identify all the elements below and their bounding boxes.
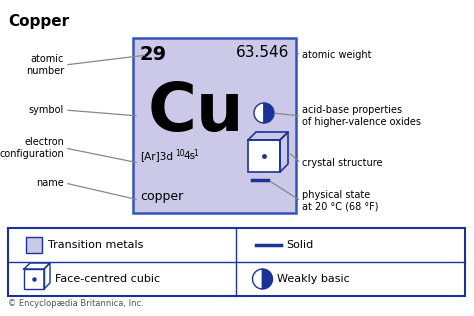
Wedge shape bbox=[263, 269, 273, 289]
Text: name: name bbox=[36, 178, 64, 188]
Text: Weakly basic: Weakly basic bbox=[277, 274, 350, 284]
Text: 29: 29 bbox=[140, 45, 167, 64]
Bar bbox=[248, 140, 280, 172]
Text: physical state
at 20 °C (68 °F): physical state at 20 °C (68 °F) bbox=[302, 190, 379, 212]
Text: atomic
number: atomic number bbox=[26, 54, 64, 76]
Wedge shape bbox=[264, 103, 274, 123]
Text: Cu: Cu bbox=[148, 78, 245, 144]
Wedge shape bbox=[254, 103, 264, 123]
Text: crystal structure: crystal structure bbox=[302, 158, 383, 168]
Text: copper: copper bbox=[140, 190, 183, 203]
Text: electron
configuration: electron configuration bbox=[0, 137, 64, 159]
Text: Solid: Solid bbox=[286, 240, 314, 250]
Text: 10: 10 bbox=[175, 149, 185, 158]
Bar bbox=[133, 38, 296, 213]
Bar bbox=[24, 269, 44, 289]
Bar bbox=[8, 228, 465, 296]
Text: © Encyclopædia Britannica, Inc.: © Encyclopædia Britannica, Inc. bbox=[8, 299, 144, 308]
Text: 63.546: 63.546 bbox=[236, 45, 289, 60]
Text: Face-centred cubic: Face-centred cubic bbox=[55, 274, 160, 284]
Text: [Ar]3d: [Ar]3d bbox=[140, 151, 173, 161]
Text: symbol: symbol bbox=[29, 105, 64, 115]
Bar bbox=[26, 237, 42, 253]
Text: 4s: 4s bbox=[183, 151, 195, 161]
Text: acid-base properties
of higher-valence oxides: acid-base properties of higher-valence o… bbox=[302, 105, 421, 127]
Text: Copper: Copper bbox=[8, 14, 69, 29]
Text: atomic weight: atomic weight bbox=[302, 50, 372, 60]
Text: Transition metals: Transition metals bbox=[48, 240, 143, 250]
Wedge shape bbox=[253, 269, 263, 289]
Text: 1: 1 bbox=[193, 149, 198, 158]
